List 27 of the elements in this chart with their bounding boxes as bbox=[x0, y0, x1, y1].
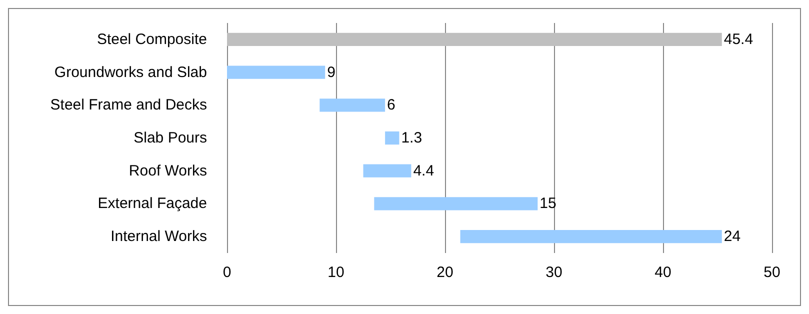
bar bbox=[460, 230, 722, 244]
bar bbox=[363, 164, 412, 178]
y-tick-label: Slab Pours bbox=[134, 130, 207, 146]
y-tick-label: Groundworks and Slab bbox=[54, 64, 207, 81]
x-tick-label: 30 bbox=[546, 264, 562, 281]
y-tick-label: External Façade bbox=[98, 195, 207, 212]
data-label: 45.4 bbox=[724, 30, 754, 48]
data-label: 1.3 bbox=[401, 130, 422, 146]
bar bbox=[227, 66, 326, 79]
bar bbox=[385, 131, 400, 145]
data-label: 9 bbox=[327, 64, 336, 81]
x-tick-label: 50 bbox=[764, 264, 780, 281]
x-tick-label: 40 bbox=[654, 264, 672, 281]
bar bbox=[320, 98, 386, 112]
bar bbox=[374, 197, 538, 210]
data-label: 6 bbox=[387, 96, 396, 114]
bar bbox=[227, 32, 722, 46]
y-tick-label: Steel Composite bbox=[96, 30, 207, 48]
y-tick-label: Steel Frame and Decks bbox=[50, 96, 207, 114]
data-label: 24 bbox=[724, 228, 741, 246]
y-tick-label: Internal Works bbox=[110, 228, 207, 246]
data-label: 15 bbox=[540, 195, 556, 212]
data-label: 4.4 bbox=[413, 162, 434, 180]
x-tick-label: 20 bbox=[436, 264, 454, 281]
y-tick-label: Roof Works bbox=[128, 162, 207, 180]
x-tick-label: 10 bbox=[328, 264, 344, 281]
x-tick-label: 0 bbox=[222, 264, 232, 281]
